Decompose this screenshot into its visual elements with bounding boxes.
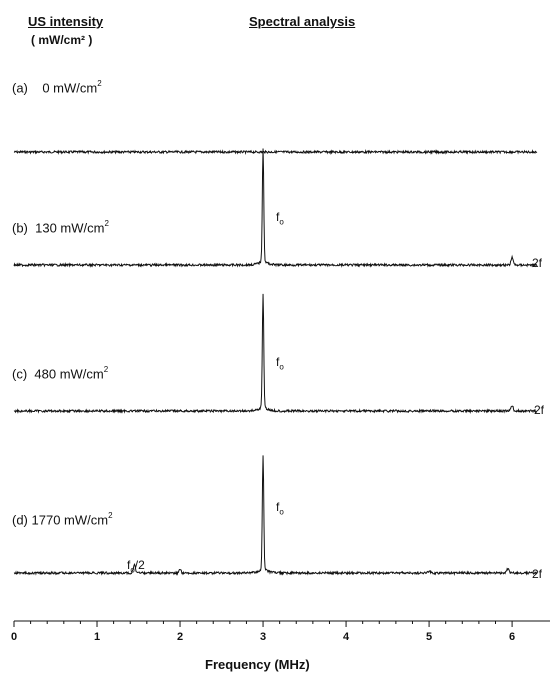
x-axis-label: Frequency (MHz) bbox=[205, 657, 310, 672]
spectrum-trace-c bbox=[13, 293, 538, 415]
annotation-2f-c: 2f bbox=[534, 403, 545, 417]
annotation-fo-d: fo bbox=[276, 500, 284, 517]
us-intensity-unit: ( mW/cm² ) bbox=[31, 33, 93, 47]
x-tick-label-0: 0 bbox=[11, 631, 17, 643]
annotation-fo-c: fo bbox=[276, 355, 284, 372]
annotation-2f-d: 2f bbox=[532, 567, 543, 581]
x-tick-label-5: 5 bbox=[426, 631, 432, 643]
series-label-b: (b) 130 mW/cm2 bbox=[12, 219, 109, 236]
x-tick-label-1: 1 bbox=[94, 631, 100, 643]
series-label-d: (d) 1770 mW/cm2 bbox=[12, 511, 113, 528]
spectral-analysis-header: Spectral analysis bbox=[249, 14, 356, 29]
annotation-fo-b: fo bbox=[276, 210, 284, 227]
spectrum-trace-a bbox=[13, 149, 538, 155]
us-intensity-header: US intensity bbox=[28, 14, 104, 29]
x-tick-label-4: 4 bbox=[343, 631, 350, 643]
series-label-a: (a) 0 mW/cm2 bbox=[12, 79, 102, 96]
x-tick-label-3: 3 bbox=[260, 631, 266, 643]
spectrum-trace-d bbox=[13, 455, 538, 576]
annotation-2f-b: 2f bbox=[532, 256, 543, 270]
spectrum-trace-b bbox=[13, 148, 538, 268]
series-label-c: (c) 480 mW/cm2 bbox=[12, 365, 109, 382]
x-tick-label-6: 6 bbox=[509, 631, 515, 643]
x-tick-label-2: 2 bbox=[177, 631, 183, 643]
